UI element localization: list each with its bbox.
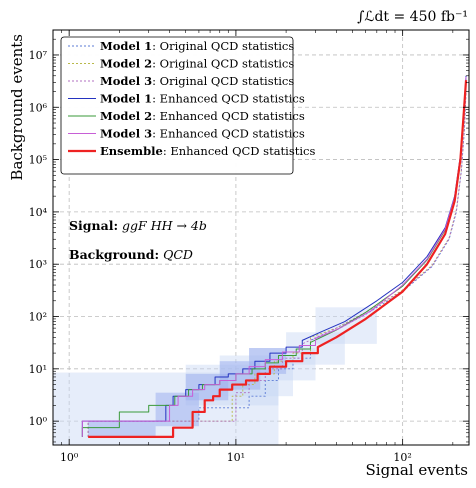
legend-model-name: Model 3 (100, 127, 152, 141)
series-lines (81, 75, 468, 438)
y-tick-label: 10¹ (29, 363, 47, 376)
series-line-7 (88, 80, 468, 438)
legend-model-name: Model 2 (100, 109, 152, 123)
legend-entry: Model 2: Enhanced QCD statistics (100, 109, 305, 123)
annotation-value: ggF HH → 4b (118, 218, 207, 233)
legend-description: : Original QCD statistics (152, 57, 294, 71)
legend-entry: Model 3: Original QCD statistics (100, 74, 294, 88)
legend-description: : Original QCD statistics (152, 74, 294, 88)
legend-entry: Model 1: Original QCD statistics (100, 39, 294, 53)
series-line-5 (81, 78, 467, 437)
legend-model-name: Model 1 (100, 39, 152, 53)
annotations: Signal: ggF HH → 4b Background: QCD (69, 218, 207, 262)
legend-model-name: Model 3 (100, 74, 152, 88)
legend-frame (60, 36, 294, 175)
legend-entry: Model 1: Enhanced QCD statistics (100, 92, 305, 106)
series-line-6 (81, 76, 467, 437)
y-tick-label: 10⁶ (29, 101, 48, 114)
annotation-line: Signal: ggF HH → 4b (69, 218, 207, 233)
x-tick-label: 10⁰ (60, 451, 79, 464)
y-tick-label: 10⁰ (29, 415, 48, 428)
legend-description: : Enhanced QCD statistics (152, 92, 305, 106)
y-axis-title: Background events (8, 34, 26, 181)
y-tick-label: 10⁵ (29, 154, 47, 167)
legend-description: : Enhanced QCD statistics (152, 127, 305, 141)
legend-model-name: Model 1 (100, 92, 152, 106)
legend-entry: Model 2: Original QCD statistics (100, 57, 294, 71)
axis-ticks: 10⁰ 10¹ 10² 10⁰ 10¹ 10² 10³ 10⁴ 10⁵ 10⁶ 10⁷ (29, 29, 469, 464)
legend-model-name: Model 2 (100, 57, 152, 71)
series-line-2 (87, 89, 467, 437)
x-tick-label: 10¹ (227, 451, 245, 464)
x-axis-title: Signal events (366, 461, 468, 479)
legend-model-name: Ensemble (100, 144, 163, 158)
legend-description: : Enhanced QCD statistics (163, 144, 316, 158)
y-tick-label: 10⁷ (29, 49, 48, 62)
annotation-label: Background: (69, 247, 159, 262)
grid (53, 30, 469, 445)
uncertainty-band-box (88, 421, 156, 437)
luminosity-label: ∫ℒdt = 450 fb⁻¹ (357, 9, 468, 25)
y-tick-label: 10³ (29, 258, 47, 271)
legend-description: : Original QCD statistics (152, 39, 294, 53)
legend-entry: Model 3: Enhanced QCD statistics (100, 127, 305, 141)
annotation-label: Signal: (69, 218, 118, 233)
y-tick-label: 10² (29, 311, 47, 324)
plot-frame (52, 29, 470, 446)
y-tick-label: 10⁴ (29, 206, 48, 219)
legend-entry: Ensemble: Enhanced QCD statistics (100, 144, 315, 158)
legend-description: : Enhanced QCD statistics (152, 109, 305, 123)
annotation-line: Background: QCD (69, 247, 193, 262)
annotation-value: QCD (159, 247, 193, 262)
x-tick-label: 10² (393, 451, 411, 464)
